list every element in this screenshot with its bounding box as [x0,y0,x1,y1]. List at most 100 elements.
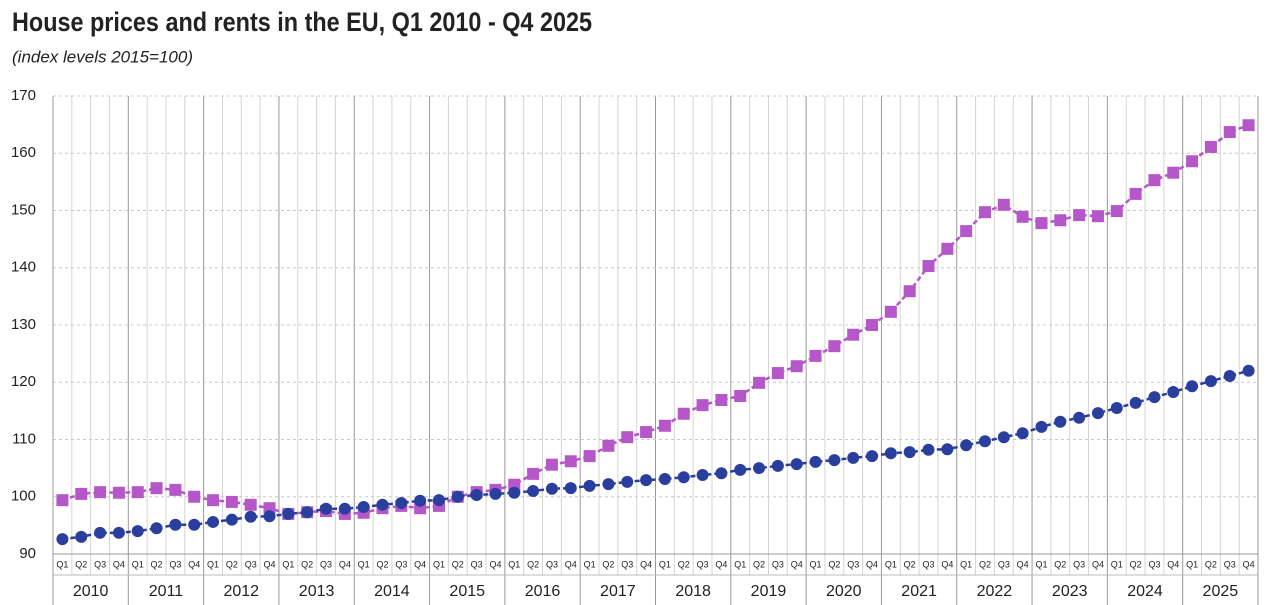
x-tick-label: Q3 [395,559,407,569]
x-tick-label: Q1 [207,559,219,569]
data-point [602,439,615,452]
x-tick-label: Q3 [621,559,633,569]
data-point [922,443,935,456]
x-tick-label: Q3 [94,559,106,569]
data-point [244,510,257,523]
x-tick-label: Q3 [546,559,558,569]
data-point [1148,391,1161,404]
year-label: 2024 [1127,583,1163,600]
x-tick-label: Q3 [245,559,257,569]
data-point [734,463,747,476]
year-label: 2022 [977,583,1013,600]
data-point [828,454,841,467]
data-point [414,494,427,507]
data-point [1148,174,1161,187]
data-point [301,506,314,519]
data-point [903,446,916,459]
data-point [753,376,766,389]
data-point [602,478,615,491]
x-tick-label: Q3 [169,559,181,569]
data-point [1110,402,1123,415]
data-point [1091,407,1104,420]
data-point [207,515,220,528]
data-point [395,497,408,510]
data-point [1242,364,1255,377]
data-point [1223,126,1236,139]
data-point [903,285,916,298]
year-label: 2018 [675,583,711,600]
data-point [1223,369,1236,382]
data-point [1035,217,1048,230]
data-point [884,305,897,318]
x-tick-label: Q4 [489,559,501,569]
x-tick-label: Q3 [697,559,709,569]
x-tick-label: Q2 [452,559,464,569]
data-point [1204,140,1217,153]
year-label: 2025 [1203,583,1239,600]
x-tick-label: Q2 [602,559,614,569]
data-point [527,467,540,480]
data-point [884,447,897,460]
data-point [1073,411,1086,424]
data-point [56,533,69,546]
data-point [978,206,991,219]
data-point [621,475,634,488]
data-point [809,349,822,362]
x-tick-label: Q3 [1073,559,1085,569]
x-tick-label: Q2 [301,559,313,569]
x-tick-label: Q3 [1224,559,1236,569]
year-label: 2010 [73,583,109,600]
data-point [112,526,125,539]
data-point [188,490,201,503]
data-point [263,510,276,523]
data-point [451,490,464,503]
data-point [150,482,163,495]
x-tick-label: Q3 [847,559,859,569]
year-label: 2023 [1052,583,1088,600]
x-tick-label: Q3 [998,559,1010,569]
data-point [244,498,257,511]
data-point [1091,210,1104,223]
data-point [188,518,201,531]
data-point [432,494,445,507]
data-point [771,459,784,472]
x-tick-label: Q2 [979,559,991,569]
x-tick-label: Q3 [923,559,935,569]
data-point [658,419,671,432]
x-tick-label: Q2 [1130,559,1142,569]
x-tick-label: Q1 [282,559,294,569]
data-point [545,482,558,495]
y-tick-label: 140 [11,259,36,276]
y-tick-label: 120 [11,373,36,390]
x-tick-label: Q4 [414,559,426,569]
data-point [790,458,803,471]
x-tick-label: Q2 [828,559,840,569]
data-point [545,458,558,471]
data-point [94,526,107,539]
data-point [960,439,973,452]
data-point [677,407,690,420]
data-point [1016,427,1029,440]
x-tick-label: Q4 [339,559,351,569]
data-point [1167,385,1180,398]
x-tick-label: Q4 [565,559,577,569]
data-point [960,225,973,238]
x-tick-label: Q1 [659,559,671,569]
data-point [696,399,709,412]
data-point [508,486,521,499]
year-label: 2021 [901,583,937,600]
data-point [376,498,389,511]
data-point [1054,214,1067,227]
x-tick-label: Q1 [1111,559,1123,569]
data-point [715,393,728,406]
y-tick-label: 150 [11,201,36,218]
x-tick-label: Q2 [75,559,87,569]
data-point [640,474,653,487]
data-point [696,468,709,481]
data-point [583,450,596,463]
year-label: 2020 [826,583,862,600]
data-point [677,471,690,484]
data-point [866,319,879,331]
x-tick-label: Q2 [151,559,163,569]
